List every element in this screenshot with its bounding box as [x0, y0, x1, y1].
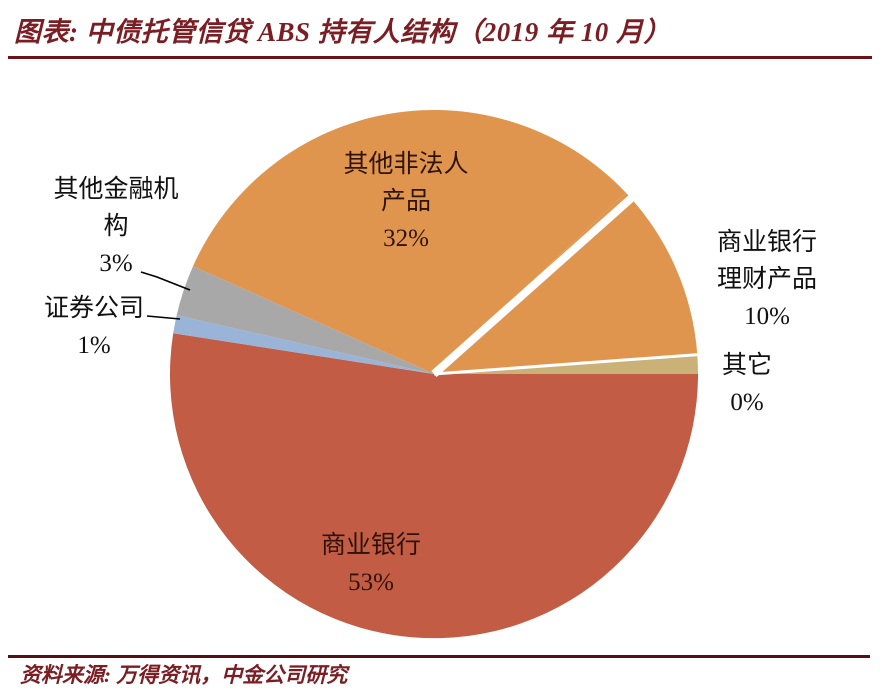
leader-line-0	[140, 271, 191, 291]
slice-label-commercial-banks: 商业银行 53%	[320, 532, 422, 596]
slice-separator-0	[431, 194, 636, 377]
source-note: 资料来源: 万得资讯，中金公司研究	[20, 663, 348, 687]
leader-line-1	[146, 315, 181, 320]
pie-slice-bank-wealth-products	[434, 192, 698, 374]
title-underline	[8, 56, 872, 59]
slice-label-other-financial-institutions: 其他金融机 构 3%	[53, 176, 179, 277]
pie-slice-other-financial-institutions	[176, 266, 434, 374]
slice-label-other-nonlegal-products: 其他非法人 产品 32%	[343, 151, 469, 252]
slice-label-bank-wealth-products: 商业银行 理财产品 10%	[716, 229, 818, 330]
pie-slice-securities-firms	[173, 315, 434, 374]
footer-rule	[8, 655, 870, 658]
slice-label-other: 其它 0%	[721, 352, 773, 416]
pie-slice-commercial-banks	[170, 333, 699, 639]
pie-slice-other-nonlegal-products	[193, 109, 626, 374]
chart-title: 图表: 中债托管信贷 ABS 持有人结构（2019 年 10 月）	[14, 17, 672, 47]
slice-separator-1	[433, 353, 700, 376]
slice-label-securities-firms: 证券公司 1%	[43, 295, 145, 359]
